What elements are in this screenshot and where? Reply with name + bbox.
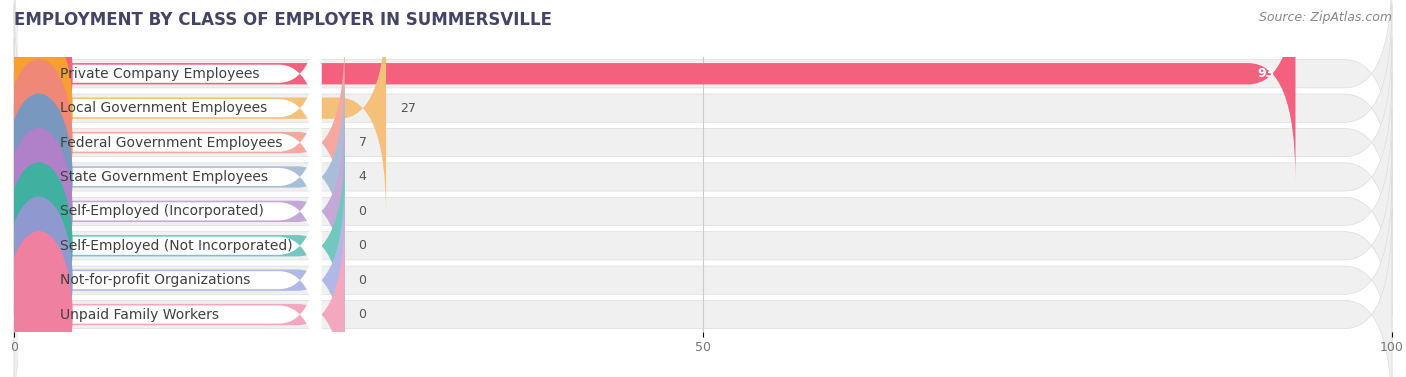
Text: Federal Government Employees: Federal Government Employees bbox=[59, 136, 283, 150]
Text: 7: 7 bbox=[359, 136, 367, 149]
Circle shape bbox=[6, 60, 72, 225]
Text: 27: 27 bbox=[399, 102, 416, 115]
FancyBboxPatch shape bbox=[14, 176, 1392, 377]
FancyBboxPatch shape bbox=[14, 107, 1392, 316]
Text: Private Company Employees: Private Company Employees bbox=[59, 67, 259, 81]
Text: 0: 0 bbox=[359, 274, 367, 287]
FancyBboxPatch shape bbox=[14, 210, 1392, 377]
FancyBboxPatch shape bbox=[14, 1, 387, 216]
FancyBboxPatch shape bbox=[14, 142, 1392, 350]
Text: 0: 0 bbox=[359, 205, 367, 218]
Text: 93: 93 bbox=[1257, 67, 1275, 80]
FancyBboxPatch shape bbox=[18, 149, 322, 343]
FancyBboxPatch shape bbox=[14, 207, 344, 377]
Text: State Government Employees: State Government Employees bbox=[59, 170, 267, 184]
FancyBboxPatch shape bbox=[14, 69, 344, 285]
Text: 4: 4 bbox=[359, 170, 367, 184]
Text: 0: 0 bbox=[359, 308, 367, 321]
FancyBboxPatch shape bbox=[14, 138, 344, 353]
Circle shape bbox=[6, 163, 72, 328]
Text: Unpaid Family Workers: Unpaid Family Workers bbox=[59, 308, 218, 322]
Circle shape bbox=[6, 129, 72, 294]
Circle shape bbox=[6, 25, 72, 191]
FancyBboxPatch shape bbox=[14, 35, 344, 250]
FancyBboxPatch shape bbox=[18, 45, 322, 240]
FancyBboxPatch shape bbox=[14, 0, 1392, 178]
FancyBboxPatch shape bbox=[14, 4, 1392, 212]
Circle shape bbox=[6, 198, 72, 363]
FancyBboxPatch shape bbox=[18, 80, 322, 274]
Text: Self-Employed (Not Incorporated): Self-Employed (Not Incorporated) bbox=[59, 239, 292, 253]
Circle shape bbox=[6, 0, 72, 156]
FancyBboxPatch shape bbox=[14, 0, 1295, 181]
FancyBboxPatch shape bbox=[14, 173, 344, 377]
FancyBboxPatch shape bbox=[18, 183, 322, 377]
Text: Source: ZipAtlas.com: Source: ZipAtlas.com bbox=[1258, 11, 1392, 24]
Text: 0: 0 bbox=[359, 239, 367, 252]
FancyBboxPatch shape bbox=[18, 217, 322, 377]
Text: Local Government Employees: Local Government Employees bbox=[59, 101, 267, 115]
Circle shape bbox=[6, 232, 72, 377]
FancyBboxPatch shape bbox=[14, 38, 1392, 247]
Text: Not-for-profit Organizations: Not-for-profit Organizations bbox=[59, 273, 250, 287]
Text: EMPLOYMENT BY CLASS OF EMPLOYER IN SUMMERSVILLE: EMPLOYMENT BY CLASS OF EMPLOYER IN SUMME… bbox=[14, 11, 553, 29]
Circle shape bbox=[6, 94, 72, 260]
FancyBboxPatch shape bbox=[18, 114, 322, 309]
FancyBboxPatch shape bbox=[14, 73, 1392, 281]
FancyBboxPatch shape bbox=[18, 11, 322, 205]
FancyBboxPatch shape bbox=[18, 0, 322, 171]
FancyBboxPatch shape bbox=[14, 104, 344, 319]
Text: Self-Employed (Incorporated): Self-Employed (Incorporated) bbox=[59, 204, 263, 218]
